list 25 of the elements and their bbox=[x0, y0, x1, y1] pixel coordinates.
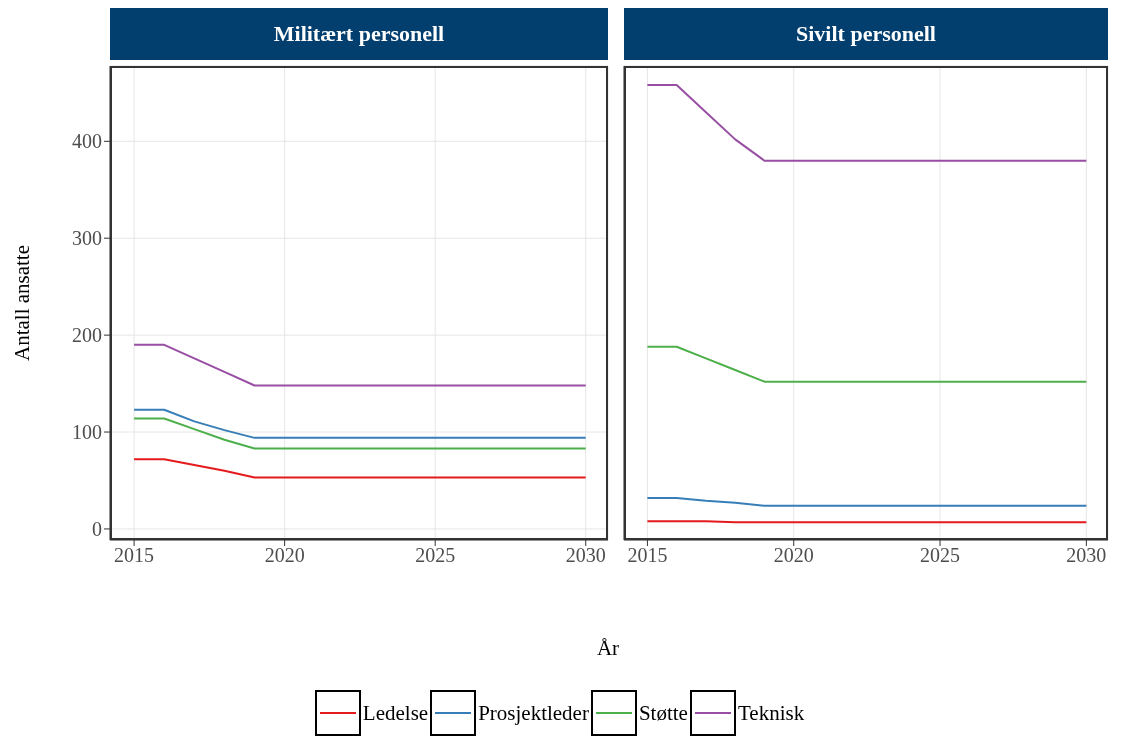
legend-label: Ledelse bbox=[362, 700, 429, 726]
line-series bbox=[133, 343, 587, 387]
x-tick-label: 2015 bbox=[114, 544, 155, 567]
line-series bbox=[133, 458, 587, 479]
y-tick-label: 300 bbox=[72, 227, 102, 250]
chart-title: Militært personell bbox=[110, 8, 608, 60]
legend-label: Teknisk bbox=[737, 700, 805, 726]
x-tick-label: 2025 bbox=[415, 544, 456, 567]
y-axis-title: Antall ansatte bbox=[9, 244, 35, 362]
x-tick-label: 2020 bbox=[773, 544, 814, 567]
chart-title: Sivilt personell bbox=[624, 8, 1108, 60]
line-series bbox=[133, 408, 587, 439]
y-tick-label: 0 bbox=[92, 518, 102, 541]
legend-label: Prosjektleder bbox=[478, 700, 589, 726]
line-series bbox=[133, 417, 587, 450]
y-tick-label: 400 bbox=[72, 130, 102, 153]
x-tick-label: 2015 bbox=[627, 544, 668, 567]
y-tick-label: 200 bbox=[72, 324, 102, 347]
x-tick-label: 2025 bbox=[920, 544, 961, 567]
x-tick-label: 2020 bbox=[264, 544, 305, 567]
x-axis-title: År bbox=[595, 636, 621, 661]
x-tick-label: 2030 bbox=[565, 544, 606, 567]
y-tick-label: 100 bbox=[72, 421, 102, 444]
legend-label: Støtte bbox=[638, 700, 688, 726]
x-tick-label: 2030 bbox=[1066, 544, 1107, 567]
